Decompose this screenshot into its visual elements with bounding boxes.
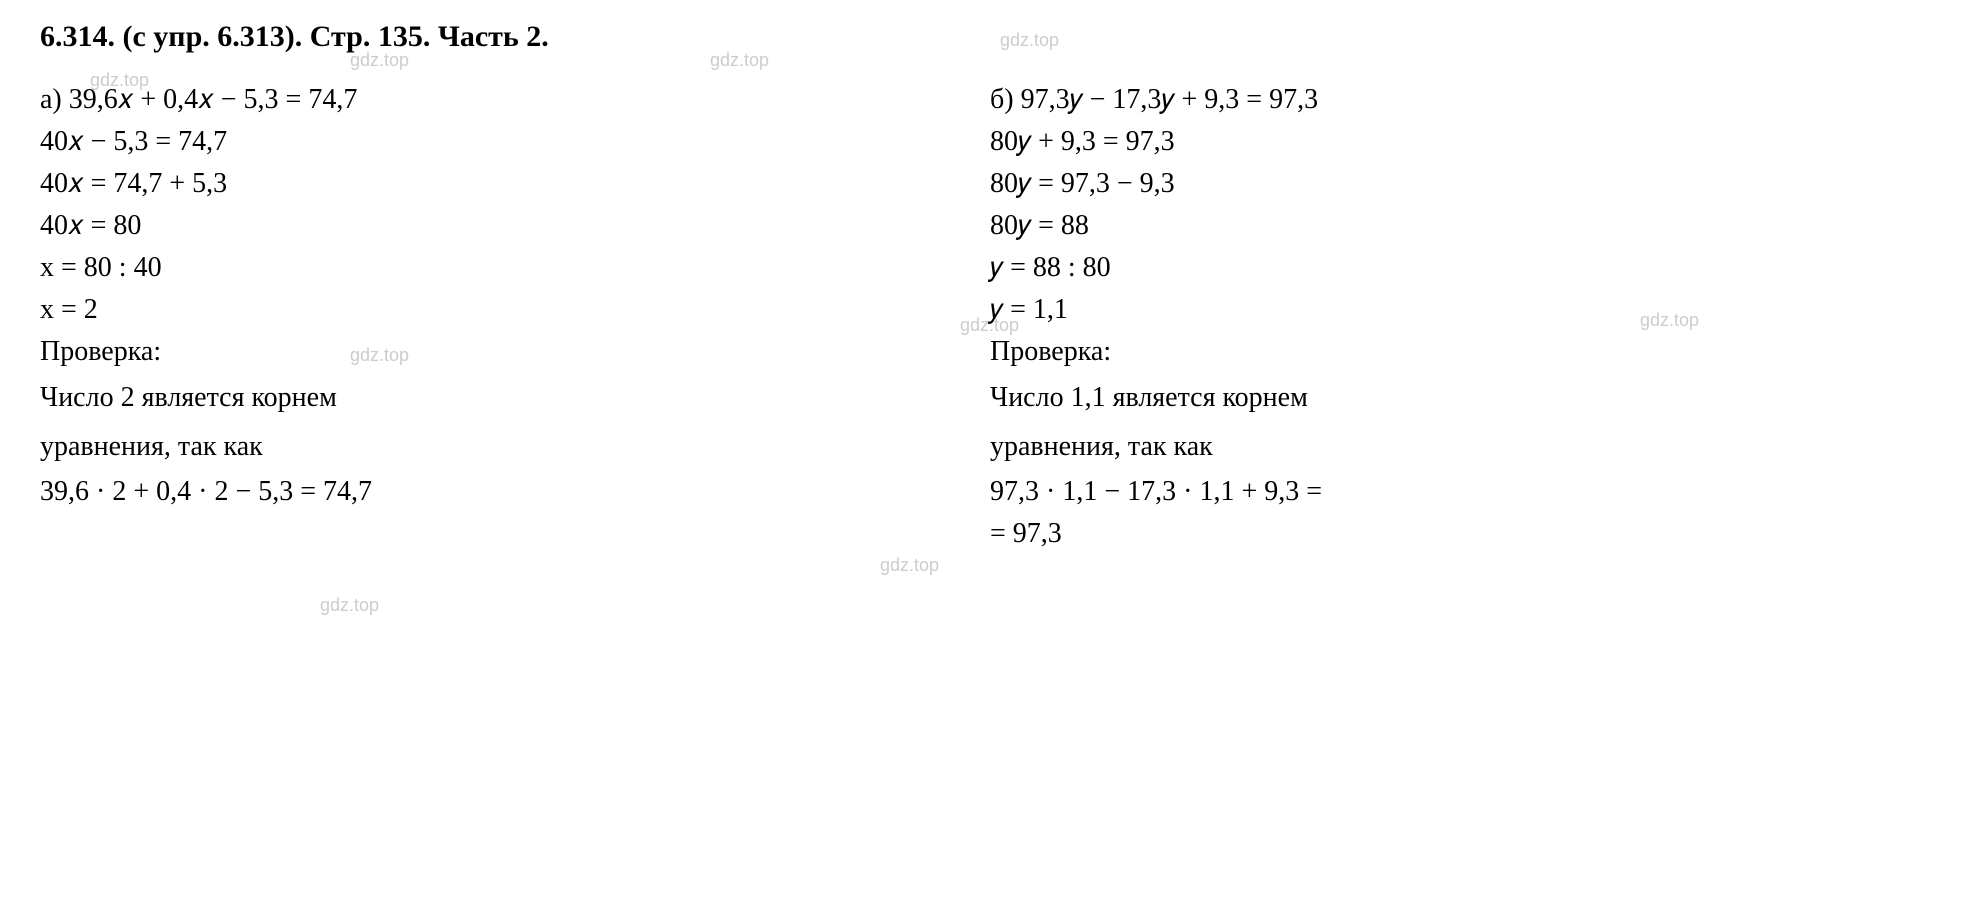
column-b: б) 97,3𝑦 − 17,3𝑦 + 9,3 = 97,3 80𝑦 + 9,3 … xyxy=(990,84,1890,550)
watermark: gdz.top xyxy=(320,595,379,616)
check-label: Проверка: xyxy=(990,336,1890,368)
column-a: а) 39,6𝑥 + 0,4𝑥 − 5,3 = 74,7 40𝑥 − 5,3 =… xyxy=(40,84,900,550)
equation-line: x = 80 : 40 xyxy=(40,252,900,284)
equation-line: 40𝑥 = 74,7 + 5,3 xyxy=(40,168,900,200)
check-text: Число 2 является корнем xyxy=(40,378,900,417)
check-equation: 39,6 · 2 + 0,4 · 2 − 5,3 = 74,7 xyxy=(40,476,900,508)
equation-line: 80𝑦 = 97,3 − 9,3 xyxy=(990,168,1890,200)
watermark: gdz.top xyxy=(880,555,939,576)
check-equation: = 97,3 xyxy=(990,518,1890,550)
check-text: уравнения, так как xyxy=(40,427,900,466)
exercise-header: 6.314. (с упр. 6.313). Стр. 135. Часть 2… xyxy=(40,20,1940,54)
equation-line: 40𝑥 − 5,3 = 74,7 xyxy=(40,126,900,158)
equation-line: 𝑦 = 88 : 80 xyxy=(990,252,1890,284)
check-equation: 97,3 · 1,1 − 17,3 · 1,1 + 9,3 = xyxy=(990,476,1890,508)
equation-line: 80𝑦 = 88 xyxy=(990,210,1890,242)
equation-line: б) 97,3𝑦 − 17,3𝑦 + 9,3 = 97,3 xyxy=(990,84,1890,116)
check-text: Число 1,1 является корнем xyxy=(990,378,1890,417)
solution-content: а) 39,6𝑥 + 0,4𝑥 − 5,3 = 74,7 40𝑥 − 5,3 =… xyxy=(40,84,1940,550)
equation-line: 𝑦 = 1,1 xyxy=(990,294,1890,326)
equation-line: x = 2 xyxy=(40,294,900,326)
equation-line: 80𝑦 + 9,3 = 97,3 xyxy=(990,126,1890,158)
check-label: Проверка: xyxy=(40,336,900,368)
equation-line: 40𝑥 = 80 xyxy=(40,210,900,242)
check-text: уравнения, так как xyxy=(990,427,1890,466)
equation-line: а) 39,6𝑥 + 0,4𝑥 − 5,3 = 74,7 xyxy=(40,84,900,116)
